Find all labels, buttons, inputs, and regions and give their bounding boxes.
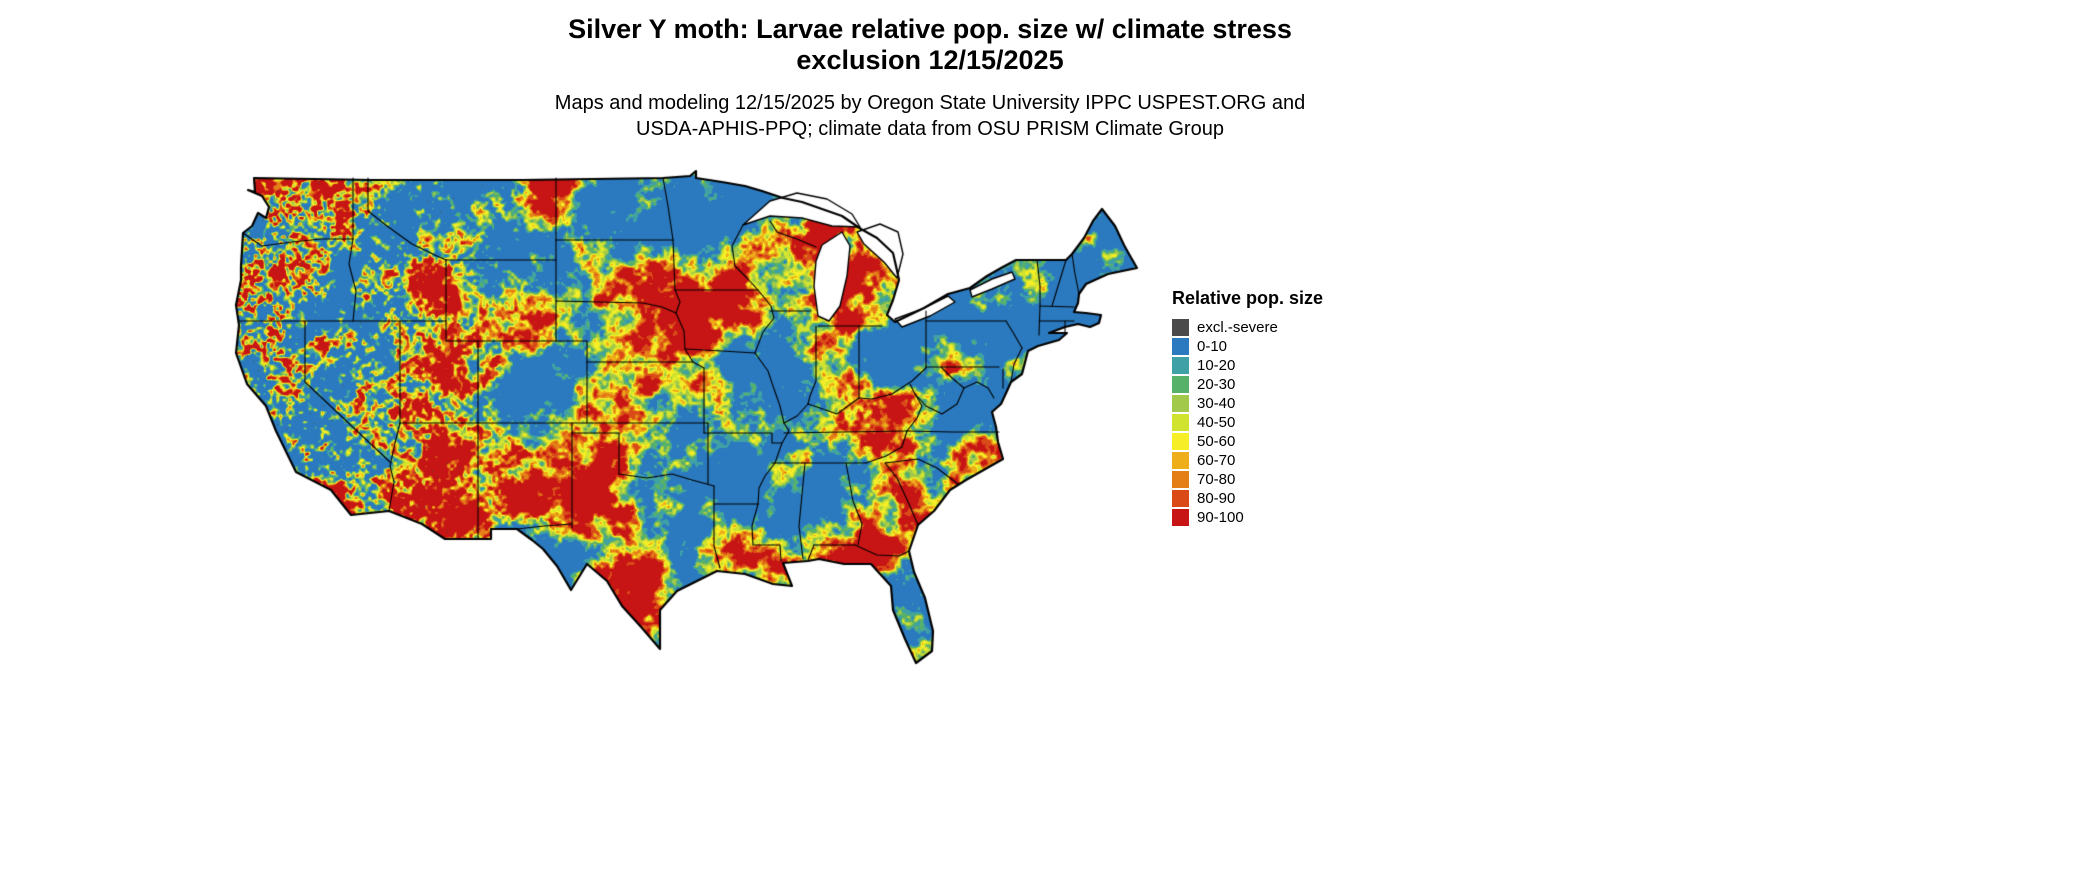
legend-item: 20-30 <box>1172 375 1323 394</box>
subtitle-line-2: USDA-APHIS-PPQ; climate data from OSU PR… <box>636 118 1224 140</box>
legend-swatch <box>1172 319 1189 336</box>
title-line-1: Silver Y moth: Larvae relative pop. size… <box>568 14 1292 44</box>
legend-swatch <box>1172 452 1189 469</box>
legend-item: 80-90 <box>1172 489 1323 508</box>
legend: Relative pop. size excl.-severe 0-10 10-20… <box>1172 288 1323 527</box>
header: Silver Y moth: Larvae relative pop. size… <box>230 14 1630 142</box>
legend-item: 70-80 <box>1172 470 1323 489</box>
legend-item: 50-60 <box>1172 432 1323 451</box>
legend-swatch <box>1172 357 1189 374</box>
legend-item-label: 40-50 <box>1197 414 1235 431</box>
legend-swatch <box>1172 376 1189 393</box>
legend-item: 30-40 <box>1172 394 1323 413</box>
us-map-canvas <box>222 166 1162 666</box>
legend-swatch <box>1172 338 1189 355</box>
legend-item-label: 70-80 <box>1197 471 1235 488</box>
legend-item: excl.-severe <box>1172 318 1323 337</box>
legend-item-label: 50-60 <box>1197 433 1235 450</box>
legend-item: 10-20 <box>1172 356 1323 375</box>
title-line-2: exclusion 12/15/2025 <box>796 45 1063 75</box>
legend-item: 40-50 <box>1172 413 1323 432</box>
legend-swatch <box>1172 395 1189 412</box>
legend-item-label: excl.-severe <box>1197 319 1278 336</box>
legend-swatch <box>1172 433 1189 450</box>
legend-item: 90-100 <box>1172 508 1323 527</box>
page-title: Silver Y moth: Larvae relative pop. size… <box>230 14 1630 76</box>
legend-item-label: 10-20 <box>1197 357 1235 374</box>
legend-item-label: 60-70 <box>1197 452 1235 469</box>
legend-item-label: 0-10 <box>1197 338 1227 355</box>
legend-item-label: 80-90 <box>1197 490 1235 507</box>
page-subtitle: Maps and modeling 12/15/2025 by Oregon S… <box>230 90 1630 142</box>
legend-swatch <box>1172 509 1189 526</box>
page: { "title": { "line1": "Silver Y moth: La… <box>0 0 2100 892</box>
legend-item-label: 90-100 <box>1197 509 1244 526</box>
legend-swatch <box>1172 490 1189 507</box>
legend-item: 60-70 <box>1172 451 1323 470</box>
legend-items: excl.-severe 0-10 10-20 20-30 30-40 40-50 50-6… <box>1172 318 1323 527</box>
legend-item-label: 20-30 <box>1197 376 1235 393</box>
legend-title: Relative pop. size <box>1172 288 1323 309</box>
legend-item-label: 30-40 <box>1197 395 1235 412</box>
legend-item: 0-10 <box>1172 337 1323 356</box>
subtitle-line-1: Maps and modeling 12/15/2025 by Oregon S… <box>555 92 1305 114</box>
legend-swatch <box>1172 414 1189 431</box>
legend-swatch <box>1172 471 1189 488</box>
